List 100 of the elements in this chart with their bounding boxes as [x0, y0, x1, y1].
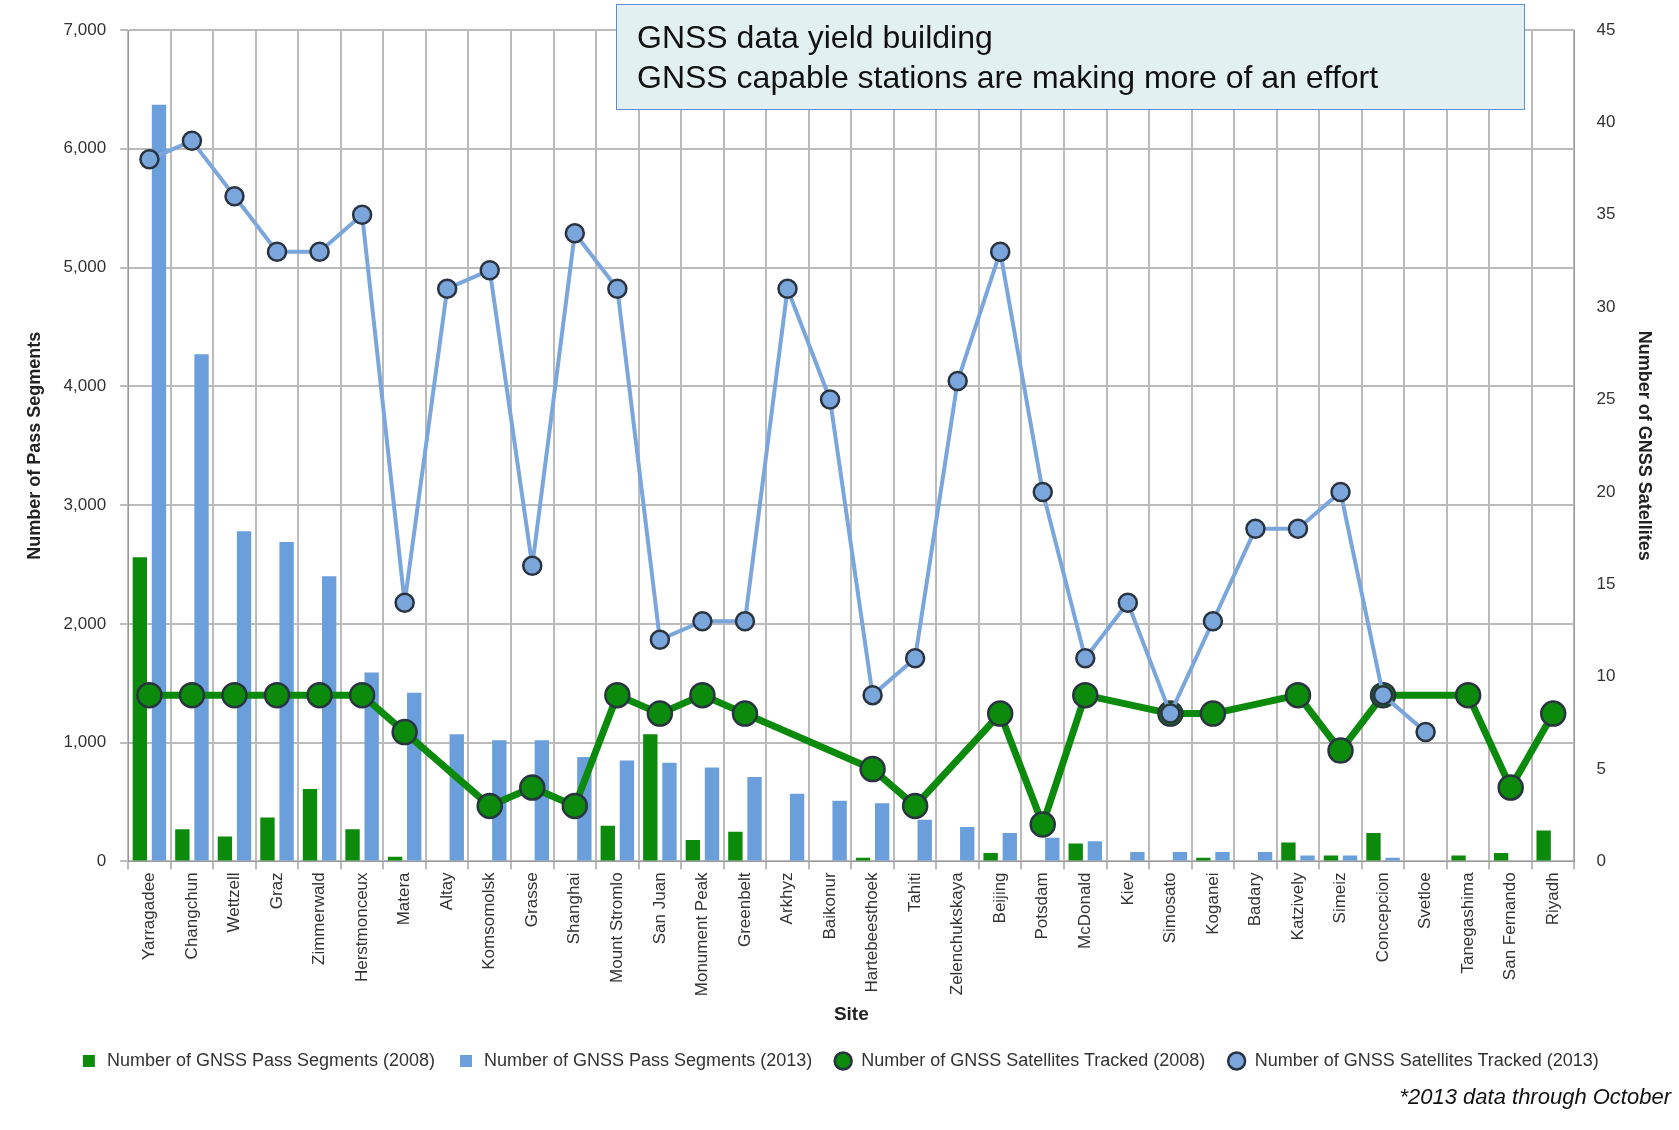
- point: [731, 700, 759, 727]
- point: [436, 278, 458, 299]
- point: [1032, 481, 1053, 503]
- x-tick-label: Zelenchukskaya: [947, 871, 967, 996]
- point: [901, 792, 929, 820]
- x-tick-label: Tanegashima: [1457, 871, 1477, 974]
- point: [221, 681, 248, 709]
- bar: [662, 762, 677, 861]
- point: [947, 370, 968, 392]
- bar: [236, 531, 252, 861]
- x-tick-label: Katzively: [1287, 871, 1307, 941]
- point: [564, 222, 586, 244]
- point: [561, 792, 589, 820]
- point: [263, 681, 291, 709]
- bar: [789, 793, 805, 861]
- point: [139, 149, 160, 170]
- x-tick-label: Baikonur: [819, 872, 839, 940]
- bar: [1300, 855, 1315, 861]
- bar: [1493, 853, 1509, 861]
- x-tick-label: San Fernando: [1500, 872, 1520, 981]
- x-tick-label: Beijing: [989, 872, 1009, 924]
- bar: [175, 829, 190, 861]
- bar: [643, 734, 658, 861]
- y-tick-label: 4,000: [63, 376, 107, 396]
- point: [859, 755, 886, 783]
- x-tick-label: Shanghai: [564, 872, 584, 945]
- x-tick-label: McDonald: [1074, 872, 1094, 949]
- point: [819, 389, 841, 410]
- bar: [302, 788, 318, 861]
- bar: [917, 819, 932, 861]
- point: [1245, 518, 1266, 540]
- point: [391, 718, 418, 746]
- x-tick-label: Tahiti: [904, 872, 924, 913]
- bar: [194, 354, 209, 861]
- point: [862, 684, 883, 706]
- point: [777, 278, 798, 299]
- bar: [874, 803, 890, 861]
- bar: [217, 836, 233, 861]
- point: [1202, 610, 1224, 632]
- point: [1497, 774, 1524, 801]
- bar: [1257, 851, 1273, 861]
- x-tick-label: Mount Stromlo: [607, 872, 627, 983]
- bar: [321, 576, 337, 861]
- y-tick-label: 5,000: [63, 257, 107, 277]
- bar: [1002, 832, 1017, 861]
- annotation: GNSS data yield building: [637, 18, 994, 57]
- x-tick-label: Altay: [436, 871, 456, 911]
- x-tick-label: Wettzell: [224, 872, 244, 933]
- x-tick-label: Komsomolsk: [479, 871, 499, 970]
- bar: [449, 734, 464, 861]
- point: [986, 700, 1014, 727]
- y2-tick-label: 35: [1596, 204, 1616, 224]
- y-tick-label: 6,000: [63, 138, 107, 158]
- point: [692, 610, 713, 632]
- y2-tick-label: 40: [1596, 112, 1616, 132]
- point: [348, 681, 376, 709]
- legend-label: Number of GNSS Satellites Tracked (2013): [1254, 1049, 1599, 1070]
- x-tick-label: Monument Peak: [692, 871, 712, 997]
- x-tick-label: Yarragadee: [139, 872, 159, 960]
- x-tick-label: Riyadh: [1542, 872, 1562, 926]
- bar: [619, 760, 635, 861]
- point: [394, 592, 415, 613]
- point: [689, 681, 716, 709]
- note-box: GNSS data yield building GNSS capable stations are making more of an effort: [616, 4, 1525, 110]
- bar: [728, 831, 743, 861]
- bar: [1045, 837, 1060, 861]
- x-tick-label: Badary: [1245, 871, 1265, 927]
- point: [989, 241, 1011, 262]
- point: [1454, 681, 1482, 709]
- y2-tick-label: 10: [1596, 666, 1616, 686]
- x-tick-label: Concepcion: [1372, 872, 1392, 963]
- point: [1117, 592, 1139, 613]
- x-tick-label: Herstmonceux: [351, 871, 371, 983]
- point: [476, 792, 503, 820]
- y2-tick-label: 0: [1596, 851, 1606, 871]
- point: [1075, 647, 1096, 669]
- point: [136, 681, 163, 709]
- bar: [1366, 832, 1381, 861]
- point: [178, 681, 206, 709]
- bar: [1342, 855, 1358, 861]
- text: *2013 data through October: [1399, 1084, 1671, 1110]
- x-tick-label: Simosato: [1160, 872, 1180, 944]
- x-tick-label: Greenbelt: [734, 872, 754, 948]
- x-tick-label: Potsdam: [1032, 872, 1052, 940]
- legend-label: Number of GNSS Pass Segments (2008): [106, 1049, 436, 1070]
- bar: [832, 800, 847, 861]
- y-axis-title: Number of Pass Segments: [23, 331, 44, 560]
- point: [1539, 700, 1567, 727]
- point: [266, 241, 288, 262]
- point: [1072, 681, 1099, 709]
- point: [1327, 737, 1354, 764]
- x-tick-label: Simeiz: [1330, 872, 1350, 924]
- y2-tick-label: 5: [1596, 758, 1606, 778]
- point: [607, 278, 628, 299]
- x-tick-label: San Juan: [649, 872, 669, 945]
- y2-tick-label: 45: [1596, 19, 1616, 39]
- y2-axis-title: Number of GNSS Satellites: [1635, 330, 1656, 561]
- y2-tick-label: 20: [1596, 481, 1616, 501]
- y-tick-label: 1,000: [63, 732, 107, 752]
- y-tick-label: 7,000: [63, 19, 107, 39]
